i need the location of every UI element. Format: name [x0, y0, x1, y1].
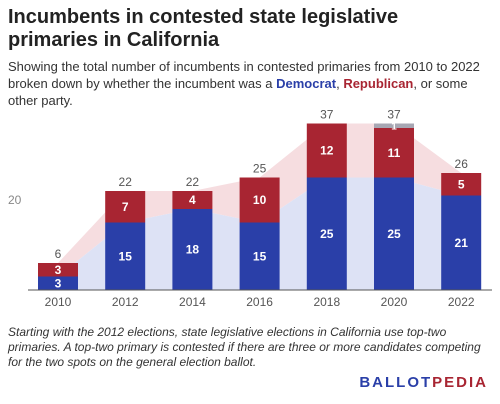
bar-segment-republican — [374, 128, 414, 178]
bar-segment-republican — [38, 263, 78, 277]
x-tick-label: 2016 — [246, 295, 273, 309]
segment-label: 25 — [387, 227, 401, 241]
subtitle-democrat: Democrat — [276, 76, 337, 91]
logo-part-ballot: BALLOT — [359, 374, 433, 391]
segment-label: 11 — [388, 146, 401, 160]
total-label: 25 — [253, 162, 267, 176]
y-tick-label: 20 — [8, 193, 22, 207]
bar-segment-republican — [306, 123, 347, 178]
subtitle-end: , or some other party. — [8, 76, 468, 108]
x-tick-label: 2014 — [179, 295, 206, 309]
bar-segment-other — [374, 123, 414, 128]
bar-segment-democrat — [172, 209, 213, 290]
x-tick-label: 2022 — [448, 295, 475, 309]
segment-label: 3 — [55, 276, 62, 290]
bar-segment-republican — [441, 173, 482, 196]
ballotpedia-logo: BALLOTPEDIA — [359, 374, 488, 391]
chart-subtitle: Showing the total number of incumbents i… — [8, 58, 492, 109]
segment-label: 12 — [320, 144, 334, 158]
bar-segment-democrat — [239, 222, 280, 290]
segment-label: 21 — [455, 236, 469, 250]
total-label: 6 — [55, 247, 62, 261]
subtitle-separator: , — [336, 76, 344, 91]
footnote: Starting with the 2012 elections, state … — [8, 325, 481, 369]
segment-label: 5 — [458, 177, 465, 191]
total-label: 22 — [186, 175, 200, 189]
bar-segment-democrat — [38, 276, 78, 290]
segment-label: 4 — [189, 193, 196, 207]
bar-segment-democrat — [105, 222, 146, 290]
y-axis: 20 — [8, 193, 22, 207]
x-tick-label: 2018 — [313, 295, 340, 309]
total-label: 22 — [119, 175, 133, 189]
segment-label: 7 — [122, 200, 129, 214]
x-tick-label: 2012 — [112, 295, 139, 309]
segment-label: 3 — [55, 263, 62, 277]
logo-part-pedia: PEDIA — [432, 374, 488, 391]
total-label: 37 — [387, 108, 401, 122]
segment-label: 1 — [391, 121, 397, 132]
bar-segment-democrat — [374, 177, 414, 290]
bar-segment-democrat — [441, 195, 482, 290]
total-label: 26 — [455, 157, 469, 171]
segment-label: 15 — [119, 249, 133, 263]
segment-label: 18 — [186, 243, 200, 257]
subtitle-text: Showing the total number of incumbents i… — [8, 59, 480, 91]
stacked-bar-chart: 20 336 1572218422151025251237251113721526… — [8, 108, 492, 309]
bar-segment-republican — [239, 177, 280, 223]
bar-segment-republican — [105, 191, 146, 223]
bar-segment-democrat — [306, 177, 347, 290]
chart-title: Incumbents in contested state legislativ… — [8, 6, 399, 51]
subtitle-republican: Republican — [343, 76, 414, 91]
segment-label: 15 — [253, 249, 267, 263]
x-axis: 2010 2012 2014 2016 2018 2020 2022 — [28, 289, 492, 309]
segment-label: 25 — [320, 227, 334, 241]
total-label: 37 — [320, 108, 334, 122]
bar-segment-republican — [172, 191, 213, 209]
x-tick-label: 2020 — [381, 295, 408, 309]
segment-label: 10 — [253, 193, 267, 207]
x-tick-label: 2010 — [45, 295, 72, 309]
